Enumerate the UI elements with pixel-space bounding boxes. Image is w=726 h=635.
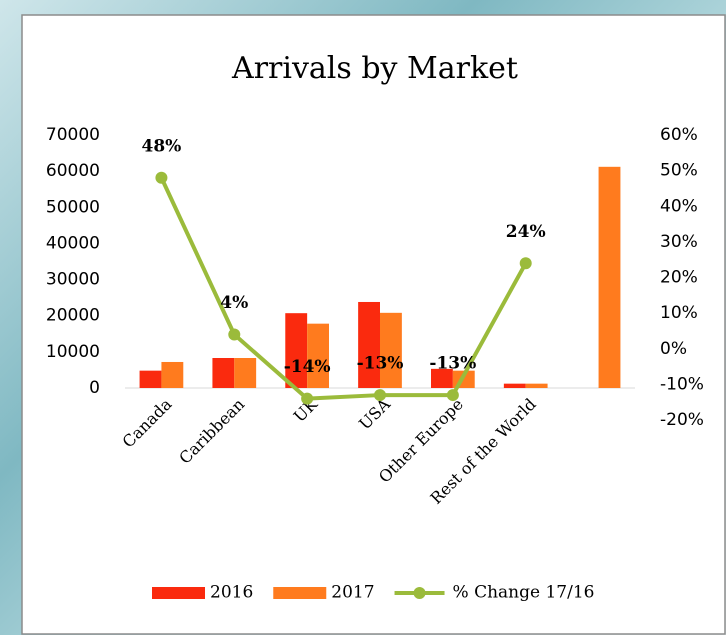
bar [380, 312, 402, 388]
y2-tick-label: 0% [660, 339, 687, 359]
y-tick-label: 20000 [46, 306, 100, 326]
y2-tick-label: 10% [660, 303, 698, 323]
y2-tick-label: 30% [660, 232, 698, 252]
legend-label: % Change 17/16 [453, 583, 595, 603]
y2-tick-label: 20% [660, 268, 698, 288]
line-marker [374, 389, 386, 402]
legend-swatch [152, 587, 205, 599]
bar [358, 301, 380, 388]
legend-label: 2016 [210, 583, 253, 603]
y-tick-label: 60000 [46, 161, 100, 181]
y-tick-label: 10000 [46, 342, 100, 362]
bar [212, 358, 235, 388]
data-label: 4% [220, 293, 248, 313]
y2-tick-label: 50% [660, 161, 698, 181]
bar [161, 361, 184, 388]
chart-title: Arrivals by Market [231, 51, 518, 86]
bar [431, 368, 453, 388]
bar [307, 323, 329, 388]
line-marker [519, 257, 532, 270]
legend-swatch [273, 587, 327, 599]
line-marker [155, 171, 168, 184]
data-label: -13% [357, 354, 404, 374]
bar [525, 383, 548, 388]
y2-tick-label: 40% [660, 196, 698, 216]
data-label: 48% [142, 136, 182, 156]
y-tick-label: 40000 [46, 233, 100, 253]
line [159, 176, 528, 401]
data-label: -14% [284, 357, 331, 377]
y2-tick-label: -20% [660, 410, 704, 430]
y-tick-label: 50000 [46, 197, 100, 217]
bar [503, 383, 526, 388]
data-label: -13% [429, 354, 476, 374]
y2-tick-label: -10% [660, 374, 704, 394]
bar [598, 166, 621, 388]
y-tick-label: 0 [89, 378, 100, 398]
line-marker [446, 389, 459, 402]
bar [139, 370, 162, 388]
bar [234, 358, 257, 388]
line-marker [228, 328, 241, 341]
bar [285, 313, 308, 388]
legend-marker [413, 587, 426, 599]
y-tick-label: 70000 [46, 125, 100, 145]
data-label: 24% [506, 222, 546, 242]
line-marker [301, 392, 314, 405]
legend-label: 2017 [331, 583, 374, 603]
y2-tick-label: 60% [660, 125, 698, 145]
y-tick-label: 30000 [46, 270, 100, 290]
